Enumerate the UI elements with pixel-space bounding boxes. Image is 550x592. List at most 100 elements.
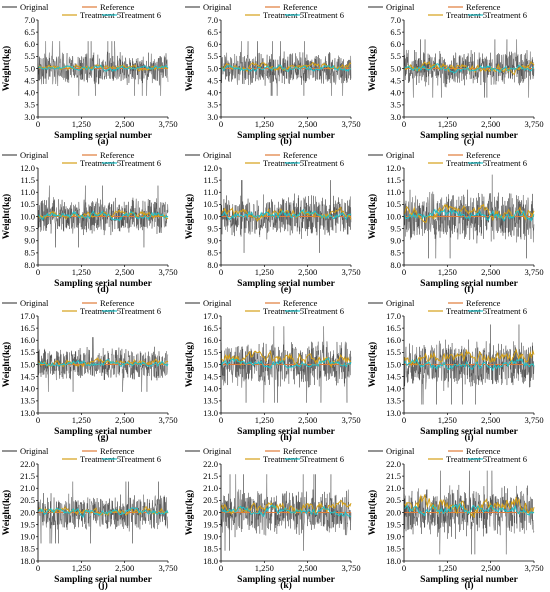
x-axis-label: Sampling serial number (237, 279, 335, 289)
y-tick-label: 21.5 (386, 471, 401, 481)
x-tick-label: 0 (402, 119, 406, 129)
y-tick-label: 6.0 (24, 39, 35, 49)
y-tick-label: 16.5 (203, 323, 218, 333)
y-tick-label: 13.5 (386, 396, 401, 406)
legend-label-reference: Reference (283, 150, 318, 160)
y-tick-label: 21.0 (203, 483, 218, 493)
y-tick-label: 14.5 (20, 371, 35, 381)
y-tick-label: 9.5 (390, 223, 401, 233)
y-tick-label: 14.0 (203, 384, 218, 394)
x-axis-label: Sampling serial number (54, 427, 152, 437)
y-tick-label: 7.0 (24, 15, 35, 25)
y-tick-label: 16.0 (20, 335, 35, 345)
legend-label-original: Original (386, 446, 415, 456)
series-treatment-6 (403, 358, 535, 372)
y-tick-label: 5.0 (390, 63, 401, 73)
y-tick-label: 12.0 (203, 163, 218, 173)
panel-label: (g) (97, 432, 108, 443)
chart-panel: Original Reference Treatment 5 Treatment 6 1… (366, 296, 549, 444)
y-tick-label: 15.5 (20, 347, 35, 357)
y-tick-label: 9.0 (207, 236, 218, 246)
y-tick-label: 12.0 (386, 163, 401, 173)
chart-panel: Original Reference Treatment 5 Treatment 6 8… (183, 148, 366, 296)
x-axis-label: Sampling serial number (237, 131, 335, 141)
x-tick-label: 1,250 (438, 267, 457, 277)
x-tick-label: 2,500 (481, 415, 500, 425)
y-tick-label: 3.0 (24, 112, 35, 122)
panel-label: (d) (97, 284, 109, 295)
y-tick-label: 4.0 (390, 88, 401, 98)
x-axis-label: Sampling serial number (54, 279, 152, 289)
y-tick-label: 16.5 (20, 323, 35, 333)
series-treatment-6 (220, 357, 352, 370)
series-treatment-6 (220, 504, 352, 518)
legend-label-treatment6: Treatment 6 (486, 454, 527, 464)
x-tick-label: 0 (36, 119, 40, 129)
x-tick-label: 3,750 (524, 119, 543, 129)
y-tick-label: 20.5 (386, 495, 401, 505)
y-tick-label: 13.0 (386, 408, 401, 418)
legend-label-treatment5: Treatment 5 (446, 10, 487, 20)
y-tick-label: 22.0 (203, 459, 218, 469)
y-tick-label: 17.0 (386, 311, 401, 321)
panel-label: (h) (280, 432, 292, 443)
legend-label-original: Original (386, 150, 415, 160)
x-tick-label: 1,250 (438, 563, 457, 573)
y-tick-label: 3.5 (24, 100, 35, 110)
y-tick-label: 19.5 (20, 519, 35, 529)
x-tick-label: 2,500 (298, 563, 317, 573)
x-tick-label: 1,250 (72, 415, 91, 425)
series-original (37, 41, 169, 96)
legend-label-treatment5: Treatment 5 (263, 158, 304, 168)
chart-panel: Original Reference Treatment 5 Treatment 6 3… (0, 0, 183, 148)
y-tick-label: 18.5 (203, 544, 218, 554)
series-original (403, 470, 535, 555)
legend-label-treatment5: Treatment 5 (446, 306, 487, 316)
x-axis-label: Sampling serial number (420, 279, 518, 289)
y-axis-label: Weight(kg) (367, 46, 378, 91)
x-tick-label: 3,750 (524, 563, 543, 573)
y-tick-label: 11.0 (20, 187, 35, 197)
x-tick-label: 2,500 (298, 267, 317, 277)
y-tick-label: 15.0 (203, 359, 218, 369)
y-tick-label: 8.0 (24, 260, 35, 270)
legend-label-treatment6: Treatment 6 (486, 306, 527, 316)
legend-label-treatment5: Treatment 5 (80, 158, 121, 168)
chart-panel: Original Reference Treatment 5 Treatment 6 1… (183, 444, 366, 592)
y-tick-label: 15.5 (203, 347, 218, 357)
legend-label-treatment5: Treatment 5 (80, 454, 121, 464)
x-tick-label: 1,250 (438, 415, 457, 425)
y-axis-label: Weight(kg) (367, 194, 378, 239)
series-treatment-6 (403, 208, 535, 222)
y-tick-label: 6.5 (207, 27, 218, 37)
y-axis-label: Weight(kg) (184, 46, 195, 91)
x-tick-label: 3,750 (524, 267, 543, 277)
y-tick-label: 5.5 (24, 51, 35, 61)
x-axis-label: Sampling serial number (237, 575, 335, 585)
chart-panel: Original Reference Treatment 5 Treatment 6 3… (183, 0, 366, 148)
x-axis-label: Sampling serial number (237, 427, 335, 437)
y-tick-label: 22.0 (386, 459, 401, 469)
y-tick-label: 6.5 (24, 27, 35, 37)
legend-label-original: Original (203, 298, 232, 308)
x-tick-label: 1,250 (72, 563, 91, 573)
legend-label-treatment6: Treatment 6 (486, 158, 527, 168)
legend-label-reference: Reference (100, 446, 135, 456)
y-tick-label: 10.0 (386, 211, 401, 221)
legend-label-treatment6: Treatment 6 (120, 158, 161, 168)
y-tick-label: 21.5 (20, 471, 35, 481)
y-tick-label: 3.0 (390, 112, 401, 122)
x-axis-label: Sampling serial number (420, 575, 518, 585)
y-tick-label: 8.0 (207, 260, 218, 270)
y-tick-label: 4.0 (24, 88, 35, 98)
y-tick-label: 10.0 (203, 211, 218, 221)
x-tick-label: 1,250 (72, 119, 91, 129)
x-tick-label: 3,750 (341, 267, 360, 277)
legend-label-treatment5: Treatment 5 (80, 306, 121, 316)
